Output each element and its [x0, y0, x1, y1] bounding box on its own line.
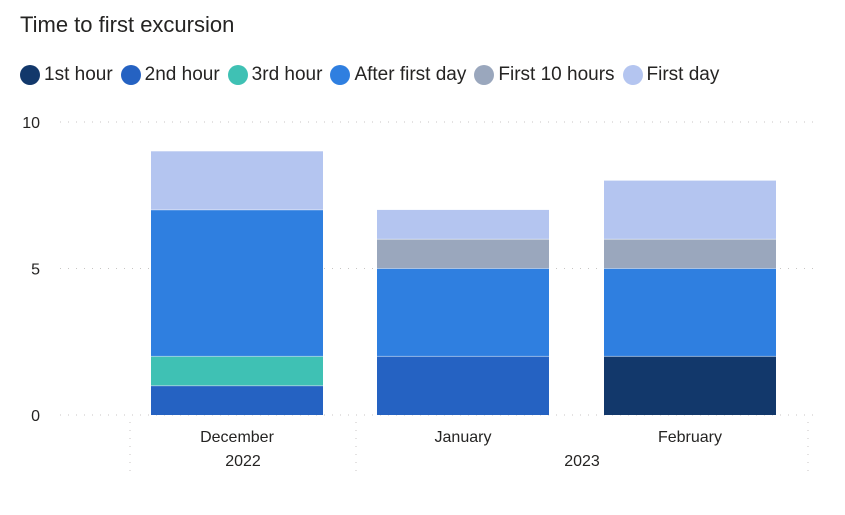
y-tick-label: 10	[22, 115, 40, 132]
x-category-label: January	[435, 429, 492, 446]
bar-segment[interactable]	[604, 180, 776, 240]
bar-segment[interactable]	[151, 209, 323, 357]
bar-segment[interactable]	[151, 151, 323, 210]
legend-item[interactable]: 3rd hour	[227, 64, 323, 86]
bar-segment[interactable]	[604, 356, 776, 415]
legend-swatch	[227, 65, 248, 85]
y-tick-label: 0	[31, 408, 40, 425]
legend-swatch	[474, 65, 495, 85]
legend-item[interactable]: 2nd hour	[120, 64, 220, 86]
bar-segment[interactable]	[377, 209, 549, 240]
legend-item[interactable]: First 10 hours	[474, 64, 615, 86]
x-group-label: 2023	[564, 453, 600, 470]
bar-segment[interactable]	[151, 385, 323, 415]
legend-label: First day	[646, 64, 720, 85]
legend-label: 1st hour	[44, 64, 113, 85]
legend-label: First 10 hours	[498, 64, 615, 85]
bar-segment[interactable]	[604, 239, 776, 269]
x-category-label: February	[658, 429, 722, 446]
legend-item[interactable]: After first day	[330, 64, 466, 86]
chart-title: Time to first excursion	[20, 12, 235, 37]
bar-segment[interactable]	[377, 268, 549, 357]
x-group-label: 2022	[225, 453, 261, 470]
legend-label: 2nd hour	[144, 64, 220, 85]
chart-legend: 1st hour 2nd hour 3rd hour After first day F…	[20, 64, 727, 86]
bar-segment[interactable]	[377, 356, 549, 415]
x-category-label: December	[200, 429, 274, 446]
legend-label: After first day	[354, 64, 467, 85]
y-tick-label: 5	[31, 262, 40, 279]
legend-item[interactable]: 1st hour	[20, 64, 113, 86]
bar-segment[interactable]	[151, 356, 323, 386]
bar-segment[interactable]	[377, 239, 549, 269]
legend-swatch	[330, 65, 351, 85]
legend-swatch	[20, 65, 40, 85]
legend-swatch	[622, 65, 643, 85]
legend-label: 3rd hour	[251, 64, 323, 85]
legend-item[interactable]: First day	[622, 64, 720, 86]
bar-segment[interactable]	[604, 268, 776, 357]
legend-swatch	[120, 65, 141, 85]
